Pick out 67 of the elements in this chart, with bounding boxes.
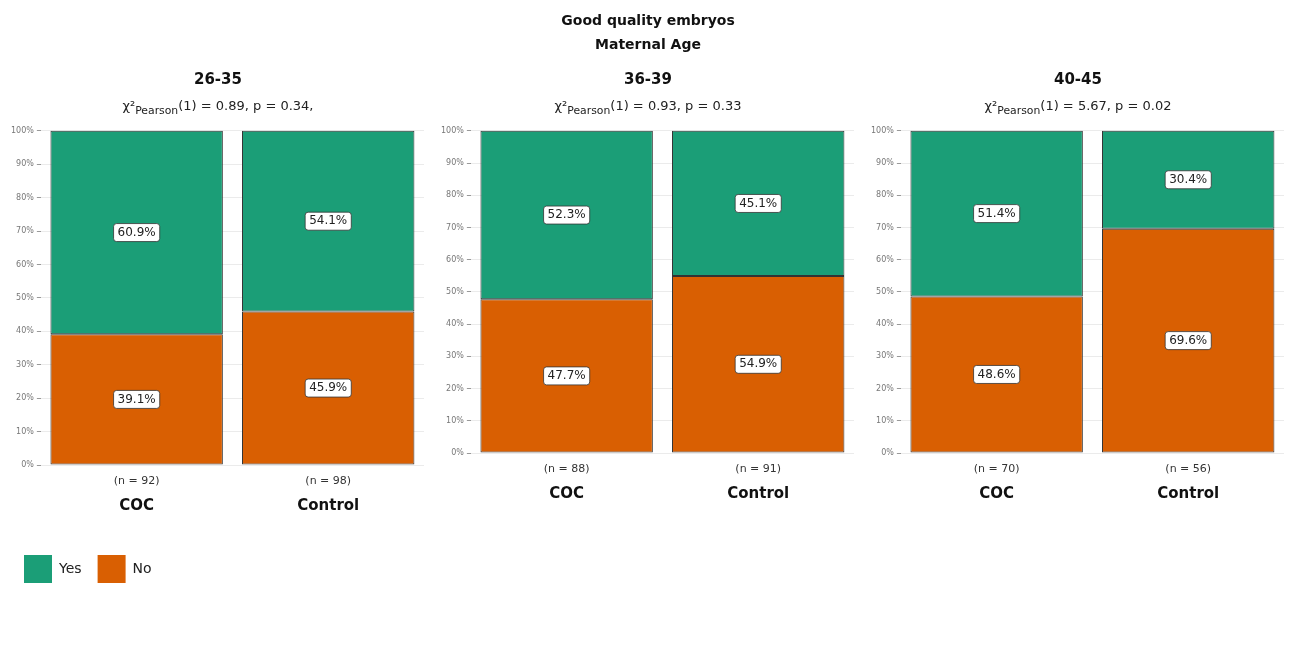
y-tick-label: 100% [441,125,465,135]
y-tick-label: 80% [16,192,35,202]
y-tick-label: 20% [876,383,895,393]
y-tick-label: 60% [446,254,465,264]
y-tick-label: 90% [446,157,465,167]
data-label: 30.4% [1169,171,1208,186]
y-tick-label: 40% [876,318,895,328]
y-tick-label: 50% [876,286,895,296]
data-label: 52.3% [547,206,586,221]
data-label: 45.9% [309,379,348,394]
y-tick-label: 30% [16,359,35,369]
y-tick-label: 80% [446,189,465,199]
data-label: 48.6% [977,366,1016,381]
chart-title: 40-45 [1053,70,1103,88]
x-tick-label: COC [549,483,585,502]
x-tick-label: COC [119,495,155,514]
data-label: 45.1% [739,195,778,210]
y-tick-label: 10% [16,426,35,436]
data-label: 51.4% [977,205,1016,220]
text: (n = 98) [305,473,352,487]
chart-subtitle: χ²$_{Pearson}$(1) = 0.89, p = 0.34, [121,98,315,117]
legend-label: Yes [58,559,82,576]
text: Good quality embryos [560,11,736,30]
y-tick-label: 90% [16,158,35,168]
y-tick-label: 10% [446,415,465,425]
y-tick-label: 10% [876,415,895,425]
text: (n = 91) [735,461,782,475]
data-label: 54.1% [309,212,348,227]
y-tick-label: 60% [876,254,895,264]
y-tick-label: 70% [16,225,35,235]
data-label: 60.9% [117,224,156,239]
data-label: 54.9% [739,356,778,371]
chart-title: 36-39 [623,70,673,88]
data-label: 47.7% [547,367,586,382]
y-tick-label: 30% [876,351,895,361]
text: (n = 70) [973,461,1020,475]
y-tick-label: 20% [446,383,465,393]
data-label: 39.1% [117,391,156,406]
y-tick-label: 30% [446,351,465,361]
x-tick-label: Control [727,483,790,502]
text: (n = 92) [113,473,160,487]
x-tick-label: COC [979,483,1015,502]
y-tick-label: 50% [446,286,465,296]
y-tick-label: 50% [16,292,35,302]
y-tick-label: 70% [446,222,465,232]
y-tick-label: 40% [16,325,35,335]
y-tick-label: 0% [881,447,895,457]
x-tick-label: Control [1157,483,1220,502]
y-tick-label: 40% [446,318,465,328]
chart-subtitle: χ²$_{Pearson}$(1) = 5.67, p = 0.02 [983,98,1173,117]
y-tick-label: 20% [16,392,35,402]
text: (n = 56) [1165,461,1212,475]
x-tick-label: Control [297,495,360,514]
y-tick-label: 80% [876,189,895,199]
legend-label: No [132,559,152,576]
y-tick-label: 0% [451,447,465,457]
y-tick-label: 0% [21,459,35,469]
text: Maternal Age [594,35,702,54]
chart-subtitle: χ²$_{Pearson}$(1) = 0.93, p = 0.33 [553,98,743,117]
y-tick-label: 100% [11,125,35,135]
text: (n = 88) [543,461,590,475]
y-tick-label: 60% [16,259,35,269]
data-label: 69.6% [1169,332,1208,347]
y-tick-label: 70% [876,222,895,232]
chart-title: 26-35 [193,70,243,88]
y-tick-label: 90% [876,157,895,167]
y-tick-label: 100% [871,125,895,135]
